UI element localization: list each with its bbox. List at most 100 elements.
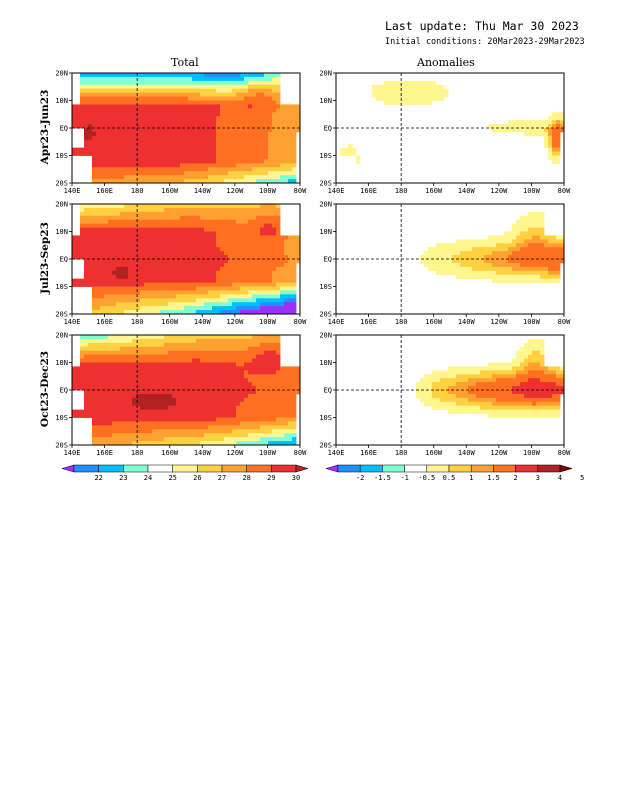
y-tick-label: EQ [324,256,332,264]
x-tick-label: 180 [395,318,408,326]
colorbar-swatch [61,464,75,473]
map-panel-r1-total: 140E 160E 180 160W 140W 120W 100W 80W 20N 10N EQ 10… [55,70,307,196]
y-tick-label: 20N [55,70,68,78]
x-tick-label: 80W [558,187,571,195]
x-tick-label: 80W [294,449,307,457]
y-tick-label: EQ [60,256,68,264]
x-tick-label: 180 [131,318,144,326]
x-tick-label: 140W [458,187,476,195]
x-tick-label: 180 [131,449,144,457]
y-tick-label: 20S [319,180,332,188]
column-title-total: Total [171,56,199,69]
y-tick-label: 10S [55,152,68,160]
x-tick-label: 160E [360,318,377,326]
x-tick-label: 120W [490,449,508,457]
x-tick-label: 140E [64,449,81,457]
x-tick-label: 160E [96,449,113,457]
y-tick-label: 20S [55,180,68,188]
y-tick-label: 20S [319,311,332,319]
colorbar-swatch [359,464,383,473]
y-tick-label: 10S [55,414,68,422]
colorbar-label: 0.5 [443,474,456,482]
colorbar-label: 26 [193,474,201,482]
y-tick-label: 20S [55,311,68,319]
colorbar-swatch [123,464,149,473]
x-tick-label: 140W [458,318,476,326]
y-tick-label: 10S [319,152,332,160]
colorbar-swatch [172,464,198,473]
y-tick-label: 20S [319,442,332,450]
colorbar-total: 22 23 24 25 26 27 28 29 30 [61,464,309,482]
y-tick-label: 10N [55,97,68,105]
colorbar-label: 1.5 [487,474,500,482]
colorbar-swatch [73,464,99,473]
colorbar-swatch [493,464,516,473]
x-tick-label: 120W [490,187,508,195]
colorbar-swatch [515,464,539,473]
colorbar-swatch [221,464,247,473]
colorbar-label: 24 [144,474,152,482]
colorbar-swatch [147,464,173,473]
x-tick-label: 160W [161,187,179,195]
x-tick-label: 180 [395,449,408,457]
x-tick-label: 160W [161,449,179,457]
colorbar-label: -0.5 [418,474,435,482]
y-tick-label: 10N [319,228,332,236]
colorbar-swatch [537,464,561,473]
colorbar-label: 30 [292,474,300,482]
x-tick-label: 120W [226,318,244,326]
x-tick-label: 120W [226,449,244,457]
colorbar-swatch [426,464,450,473]
map-panel-r2-anomalies: 140E 160E 180 160W 140W 120W 100W 80W 20N 10N EQ 10… [319,201,571,327]
x-tick-label: 140E [64,318,81,326]
colorbar-swatch [295,464,309,473]
colorbar-swatch [470,464,494,473]
colorbar-swatch [325,464,339,473]
y-tick-label: EQ [324,387,332,395]
y-tick-label: 10N [319,97,332,105]
colorbar-label: -1 [400,474,408,482]
colorbar-label: 3 [536,474,540,482]
x-tick-label: 160E [96,187,113,195]
initial-conditions: Initial conditions: 20Mar2023-29Mar2023 [385,37,585,47]
x-tick-label: 180 [395,187,408,195]
colorbar-swatch [246,464,272,473]
x-tick-label: 100W [523,449,541,457]
x-tick-label: 160W [161,318,179,326]
y-tick-label: EQ [60,125,68,133]
x-tick-label: 140E [64,187,81,195]
y-tick-label: 10N [319,359,332,367]
colorbar-label: 4 [558,474,562,482]
last-update: Last update: Thu Mar 30 2023 [385,19,579,33]
colorbar-anomalies: -2 -1.5 -1 -0.5 0.5 1 1.5 2 3 4 5 [325,464,584,482]
colorbar-label: 25 [168,474,176,482]
colorbar-label: 22 [94,474,102,482]
column-title-anomalies: Anomalies [417,56,475,69]
x-tick-label: 140E [328,187,345,195]
colorbar-label: 27 [218,474,226,482]
x-tick-label: 80W [558,449,571,457]
x-tick-label: 140W [194,187,212,195]
map-panel-r1-anomalies: 140E 160E 180 160W 140W 120W 100W 80W 20N 10N EQ 10… [319,70,571,196]
colorbar-swatch [337,464,361,473]
x-tick-label: 160E [96,318,113,326]
x-tick-label: 100W [259,318,277,326]
map-panel-r3-anomalies: 140E 160E 180 160W 140W 120W 100W 80W 20N 10N EQ 10… [319,332,571,458]
colorbar-swatch [271,464,297,473]
x-tick-label: 140E [328,449,345,457]
x-tick-label: 140E [328,318,345,326]
colorbar-label: 23 [119,474,127,482]
map-panel-r2-total: 140E 160E 180 160W 140W 120W 100W 80W 20N 10N EQ 10… [55,201,307,327]
colorbar-label: 5 [580,474,584,482]
x-tick-label: 140W [194,318,212,326]
x-tick-label: 100W [523,318,541,326]
y-tick-label: 10S [55,283,68,291]
x-tick-label: 80W [294,187,307,195]
y-tick-label: EQ [60,387,68,395]
colorbar-label: 1 [469,474,473,482]
y-tick-label: 10N [55,359,68,367]
y-tick-label: 20N [319,70,332,78]
x-tick-label: 160W [425,187,443,195]
x-tick-label: 100W [259,187,277,195]
x-tick-label: 80W [558,318,571,326]
